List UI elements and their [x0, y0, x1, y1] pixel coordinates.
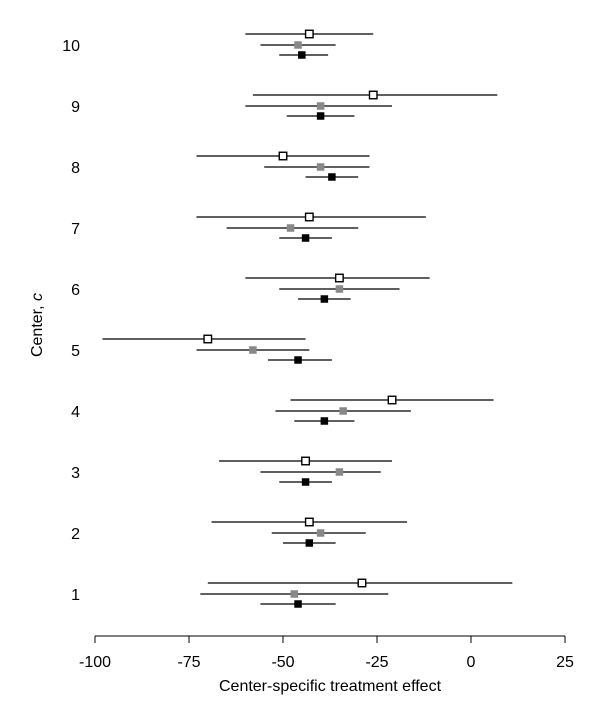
point-estimate-marker: [320, 417, 329, 425]
point-estimate-marker: [304, 29, 314, 39]
y-axis-title: Center, c: [29, 293, 46, 357]
y-category-label: 6: [71, 282, 80, 299]
x-tick-label: -25: [365, 654, 388, 671]
x-tick-label: -100: [79, 654, 111, 671]
y-category-label: 2: [71, 526, 80, 543]
y-category-label: 10: [62, 38, 80, 55]
point-estimate-marker: [368, 90, 378, 100]
x-axis-title: Center-specific treatment effect: [219, 678, 442, 695]
y-category-label: 4: [71, 404, 80, 421]
y-category-label: 9: [71, 99, 80, 116]
point-estimate-marker: [357, 578, 367, 588]
point-estimate-marker: [290, 590, 299, 598]
x-tick-label: 0: [467, 654, 476, 671]
x-tick-label: -75: [177, 654, 200, 671]
point-estimate-marker: [316, 112, 325, 120]
point-estimate-marker: [304, 212, 314, 222]
point-estimate-marker: [328, 173, 336, 181]
point-estimate-marker: [203, 334, 213, 344]
point-estimate-marker: [294, 356, 302, 364]
y-category-label: 8: [71, 160, 80, 177]
point-estimate-marker: [335, 285, 344, 293]
plot-area: [102, 29, 513, 608]
point-estimate-marker: [305, 539, 314, 547]
point-estimate-marker: [294, 41, 302, 49]
point-estimate-marker: [387, 395, 397, 405]
point-estimate-marker: [339, 407, 347, 415]
point-estimate-marker: [316, 529, 325, 537]
y-axis-title-text: Center,: [29, 301, 46, 357]
point-estimate-marker: [301, 234, 310, 242]
point-estimate-marker: [316, 163, 325, 171]
point-estimate-marker: [316, 102, 325, 110]
point-estimate-marker: [320, 295, 329, 303]
point-estimate-marker: [301, 456, 311, 466]
point-estimate-marker: [286, 224, 295, 232]
point-estimate-marker: [335, 468, 344, 476]
x-tick-label: -50: [271, 654, 294, 671]
y-axis-title-symbol: c: [29, 293, 46, 301]
y-axis-labels: 1 2 3 4 5 6 7 8 9 10: [62, 38, 80, 604]
y-category-label: 7: [71, 221, 80, 238]
y-category-label: 1: [71, 587, 80, 604]
x-tick-label: 25: [556, 654, 574, 671]
point-estimate-marker: [249, 346, 257, 354]
point-estimate-marker: [294, 600, 302, 608]
y-category-label: 3: [71, 465, 80, 482]
point-estimate-marker: [301, 478, 310, 486]
y-category-label: 5: [71, 343, 80, 360]
point-estimate-marker: [334, 273, 344, 283]
point-estimate-marker: [304, 517, 314, 527]
point-estimate-marker: [298, 51, 306, 59]
point-estimate-marker: [278, 151, 288, 161]
x-axis-ticks: -100 -75 -50 -25 0 25: [79, 636, 574, 671]
